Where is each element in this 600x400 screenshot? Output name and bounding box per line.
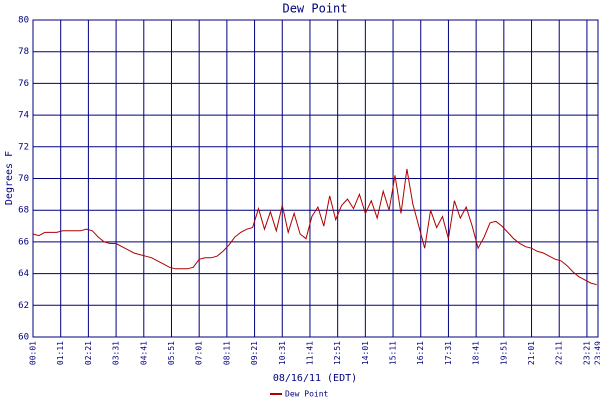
- chart-title: Dew Point: [282, 2, 347, 16]
- x-tick-label: 03:31: [112, 341, 121, 365]
- x-tick-label: 11:41: [305, 341, 314, 365]
- x-tick-label: 15:11: [389, 341, 398, 365]
- y-tick-label: 66: [18, 237, 29, 247]
- y-axis-label: Degrees F: [4, 151, 15, 205]
- y-tick-label: 64: [18, 269, 29, 279]
- y-tick-label: 76: [18, 79, 29, 89]
- x-tick-label: 04:41: [139, 341, 148, 365]
- x-tick-label: 21:01: [527, 341, 536, 365]
- y-tick-label: 74: [18, 111, 29, 121]
- x-tick-label: 16:21: [416, 341, 425, 365]
- y-tick-label: 62: [18, 301, 29, 311]
- x-tick-label: 17:31: [444, 341, 453, 365]
- data-line: [32, 168, 597, 286]
- y-tick-label: 80: [18, 16, 29, 26]
- x-tick-label: 23:21: [582, 341, 591, 365]
- x-tick-label: 00:01: [29, 341, 38, 365]
- y-tick-label: 70: [18, 174, 29, 184]
- x-tick-label: 02:21: [84, 341, 93, 365]
- x-tick-label: 08:11: [222, 341, 231, 365]
- x-tick-label: 12:51: [333, 341, 342, 365]
- legend-label: Dew Point: [285, 390, 329, 399]
- x-tick-label: 09:21: [250, 341, 259, 365]
- x-tick-label: 01:11: [56, 341, 65, 365]
- x-tick-label: 05:51: [167, 341, 176, 365]
- x-tick-label: 23:49: [594, 341, 600, 365]
- x-tick-label: 14:01: [361, 341, 370, 365]
- x-tick-label: 18:41: [472, 341, 481, 365]
- y-tick-label: 78: [18, 47, 29, 57]
- x-tick-label: 19:51: [499, 341, 508, 365]
- y-tick-label: 72: [18, 142, 29, 152]
- y-tick-label: 60: [18, 333, 29, 343]
- x-axis-label: 08/16/11 (EDT): [273, 373, 357, 384]
- x-tick-label: 10:31: [278, 341, 287, 365]
- x-tick-label: 22:11: [555, 341, 564, 365]
- y-tick-label: 68: [18, 206, 29, 216]
- x-tick-label: 07:01: [195, 341, 204, 365]
